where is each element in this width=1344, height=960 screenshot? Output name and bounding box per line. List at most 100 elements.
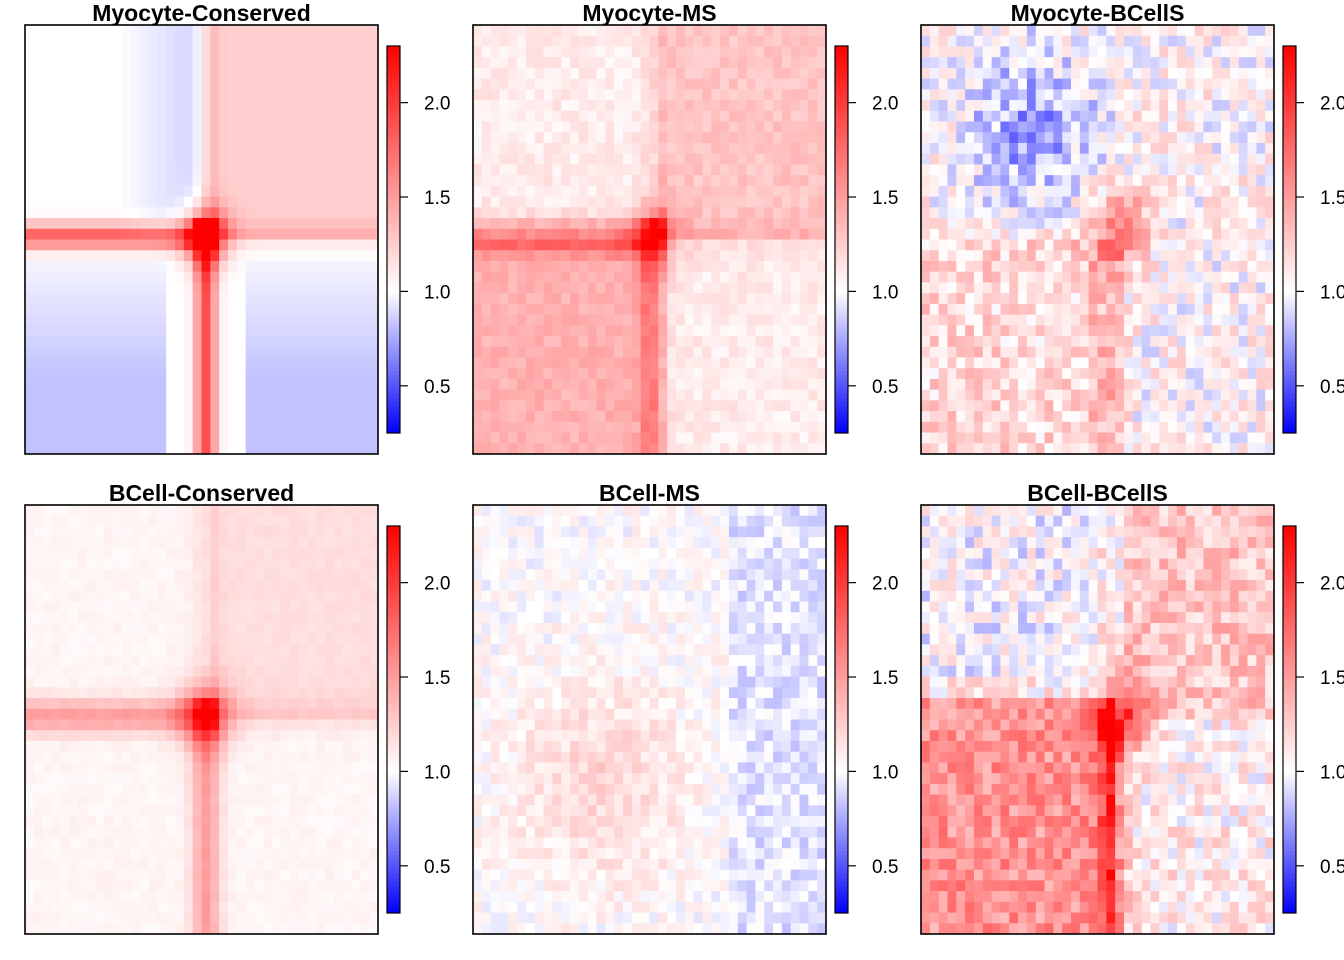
heatmap-cell bbox=[938, 346, 948, 358]
heatmap-cell bbox=[929, 164, 940, 176]
heatmap-cell bbox=[675, 357, 686, 369]
heatmap-cell bbox=[640, 389, 650, 401]
heatmap-cell bbox=[1150, 121, 1160, 133]
heatmap-cell bbox=[938, 432, 948, 444]
heatmap-cell bbox=[1247, 239, 1257, 251]
heatmap-cell bbox=[1009, 46, 1019, 58]
heatmap-cell bbox=[60, 303, 70, 315]
heatmap-cell bbox=[60, 35, 70, 47]
heatmap-cell bbox=[1044, 196, 1054, 208]
heatmap-cell bbox=[499, 271, 509, 283]
heatmap-cell bbox=[1221, 153, 1231, 165]
heatmap-cell bbox=[342, 368, 352, 380]
heatmap-cell bbox=[543, 357, 553, 369]
heatmap-cell bbox=[578, 185, 589, 198]
heatmap-cell bbox=[1071, 271, 1081, 283]
colorbar-step bbox=[835, 80, 848, 86]
heatmap-cell bbox=[499, 121, 509, 133]
heatmap-cell bbox=[499, 153, 509, 165]
heatmap-cell bbox=[307, 100, 317, 112]
heatmap-cell bbox=[1238, 325, 1248, 337]
heatmap-cell bbox=[702, 175, 712, 187]
heatmap-cell bbox=[1088, 46, 1098, 58]
heatmap-cell bbox=[219, 293, 229, 305]
heatmap-cell bbox=[790, 346, 800, 358]
heatmap-cell bbox=[210, 303, 220, 315]
heatmap-cell bbox=[684, 196, 695, 208]
heatmap-cell bbox=[929, 293, 940, 305]
heatmap-cell bbox=[104, 57, 114, 69]
heatmap-cell bbox=[1053, 282, 1063, 294]
heatmap-cell bbox=[69, 78, 79, 90]
heatmap-cell bbox=[60, 325, 70, 337]
heatmap-cell bbox=[534, 110, 544, 122]
colorbar-step bbox=[387, 320, 400, 326]
heatmap-cell bbox=[720, 271, 730, 283]
heatmap-cell bbox=[175, 100, 185, 112]
heatmap-cell bbox=[130, 336, 141, 348]
heatmap-cell bbox=[534, 378, 544, 391]
heatmap-cell bbox=[1132, 357, 1143, 369]
heatmap-cell bbox=[210, 400, 220, 412]
heatmap-cell bbox=[42, 67, 52, 80]
heatmap-cell bbox=[1159, 67, 1169, 80]
heatmap-cell bbox=[289, 314, 299, 326]
heatmap-cell bbox=[86, 100, 96, 112]
heatmap-cell bbox=[728, 185, 739, 198]
heatmap-cell bbox=[298, 228, 308, 240]
heatmap-cell bbox=[95, 196, 105, 208]
heatmap-cell bbox=[1194, 421, 1204, 433]
heatmap-cell bbox=[325, 271, 335, 283]
heatmap-cell bbox=[728, 132, 739, 144]
heatmap-cell bbox=[272, 378, 282, 391]
heatmap-cell bbox=[561, 175, 571, 187]
heatmap-cell bbox=[929, 121, 940, 133]
heatmap-cell bbox=[95, 142, 105, 155]
heatmap-cell bbox=[1106, 207, 1116, 219]
heatmap-cell bbox=[1256, 293, 1266, 305]
heatmap-cell bbox=[139, 389, 149, 401]
heatmap-cell bbox=[587, 121, 597, 133]
heatmap-cell bbox=[649, 432, 659, 444]
heatmap-cell bbox=[921, 250, 931, 262]
heatmap-cell bbox=[543, 25, 553, 37]
heatmap-cell bbox=[307, 121, 317, 133]
heatmap-cell bbox=[33, 175, 44, 187]
heatmap-cell bbox=[929, 378, 940, 391]
heatmap-cell bbox=[25, 271, 35, 283]
heatmap-cell bbox=[1256, 25, 1266, 37]
heatmap-cell bbox=[227, 153, 238, 165]
heatmap-cell bbox=[508, 100, 518, 112]
heatmap-cell bbox=[1185, 378, 1195, 391]
heatmap-cell bbox=[1176, 336, 1187, 348]
heatmap-cell bbox=[25, 35, 35, 47]
heatmap-cell bbox=[1079, 282, 1090, 294]
heatmap-cell bbox=[1176, 185, 1187, 198]
heatmap-cell bbox=[333, 400, 344, 412]
heatmap-cell bbox=[42, 432, 52, 444]
heatmap-cell bbox=[1212, 207, 1222, 219]
heatmap-cell bbox=[1115, 207, 1125, 219]
heatmap-cell bbox=[148, 218, 158, 230]
heatmap-cell bbox=[658, 110, 668, 122]
heatmap-cell bbox=[51, 357, 61, 369]
heatmap-cell bbox=[675, 78, 686, 90]
heatmap-cell bbox=[587, 368, 597, 380]
heatmap-cell bbox=[369, 67, 379, 80]
heatmap-cell bbox=[1088, 314, 1098, 326]
heatmap-cell bbox=[938, 89, 948, 101]
heatmap-cell bbox=[192, 142, 202, 155]
heatmap-cell bbox=[956, 25, 966, 37]
heatmap-cell bbox=[1062, 46, 1072, 58]
heatmap-cell bbox=[1212, 164, 1222, 176]
heatmap-cell bbox=[1053, 207, 1063, 219]
heatmap-cell bbox=[1141, 78, 1151, 90]
heatmap-cell bbox=[192, 271, 202, 283]
heatmap-cell bbox=[210, 57, 220, 69]
heatmap-cell bbox=[192, 293, 202, 305]
colorbar-step bbox=[835, 347, 848, 353]
heatmap-cell bbox=[658, 132, 668, 144]
heatmap-cell bbox=[1071, 153, 1081, 165]
heatmap-cell bbox=[1018, 250, 1028, 262]
heatmap-cell bbox=[104, 432, 114, 444]
